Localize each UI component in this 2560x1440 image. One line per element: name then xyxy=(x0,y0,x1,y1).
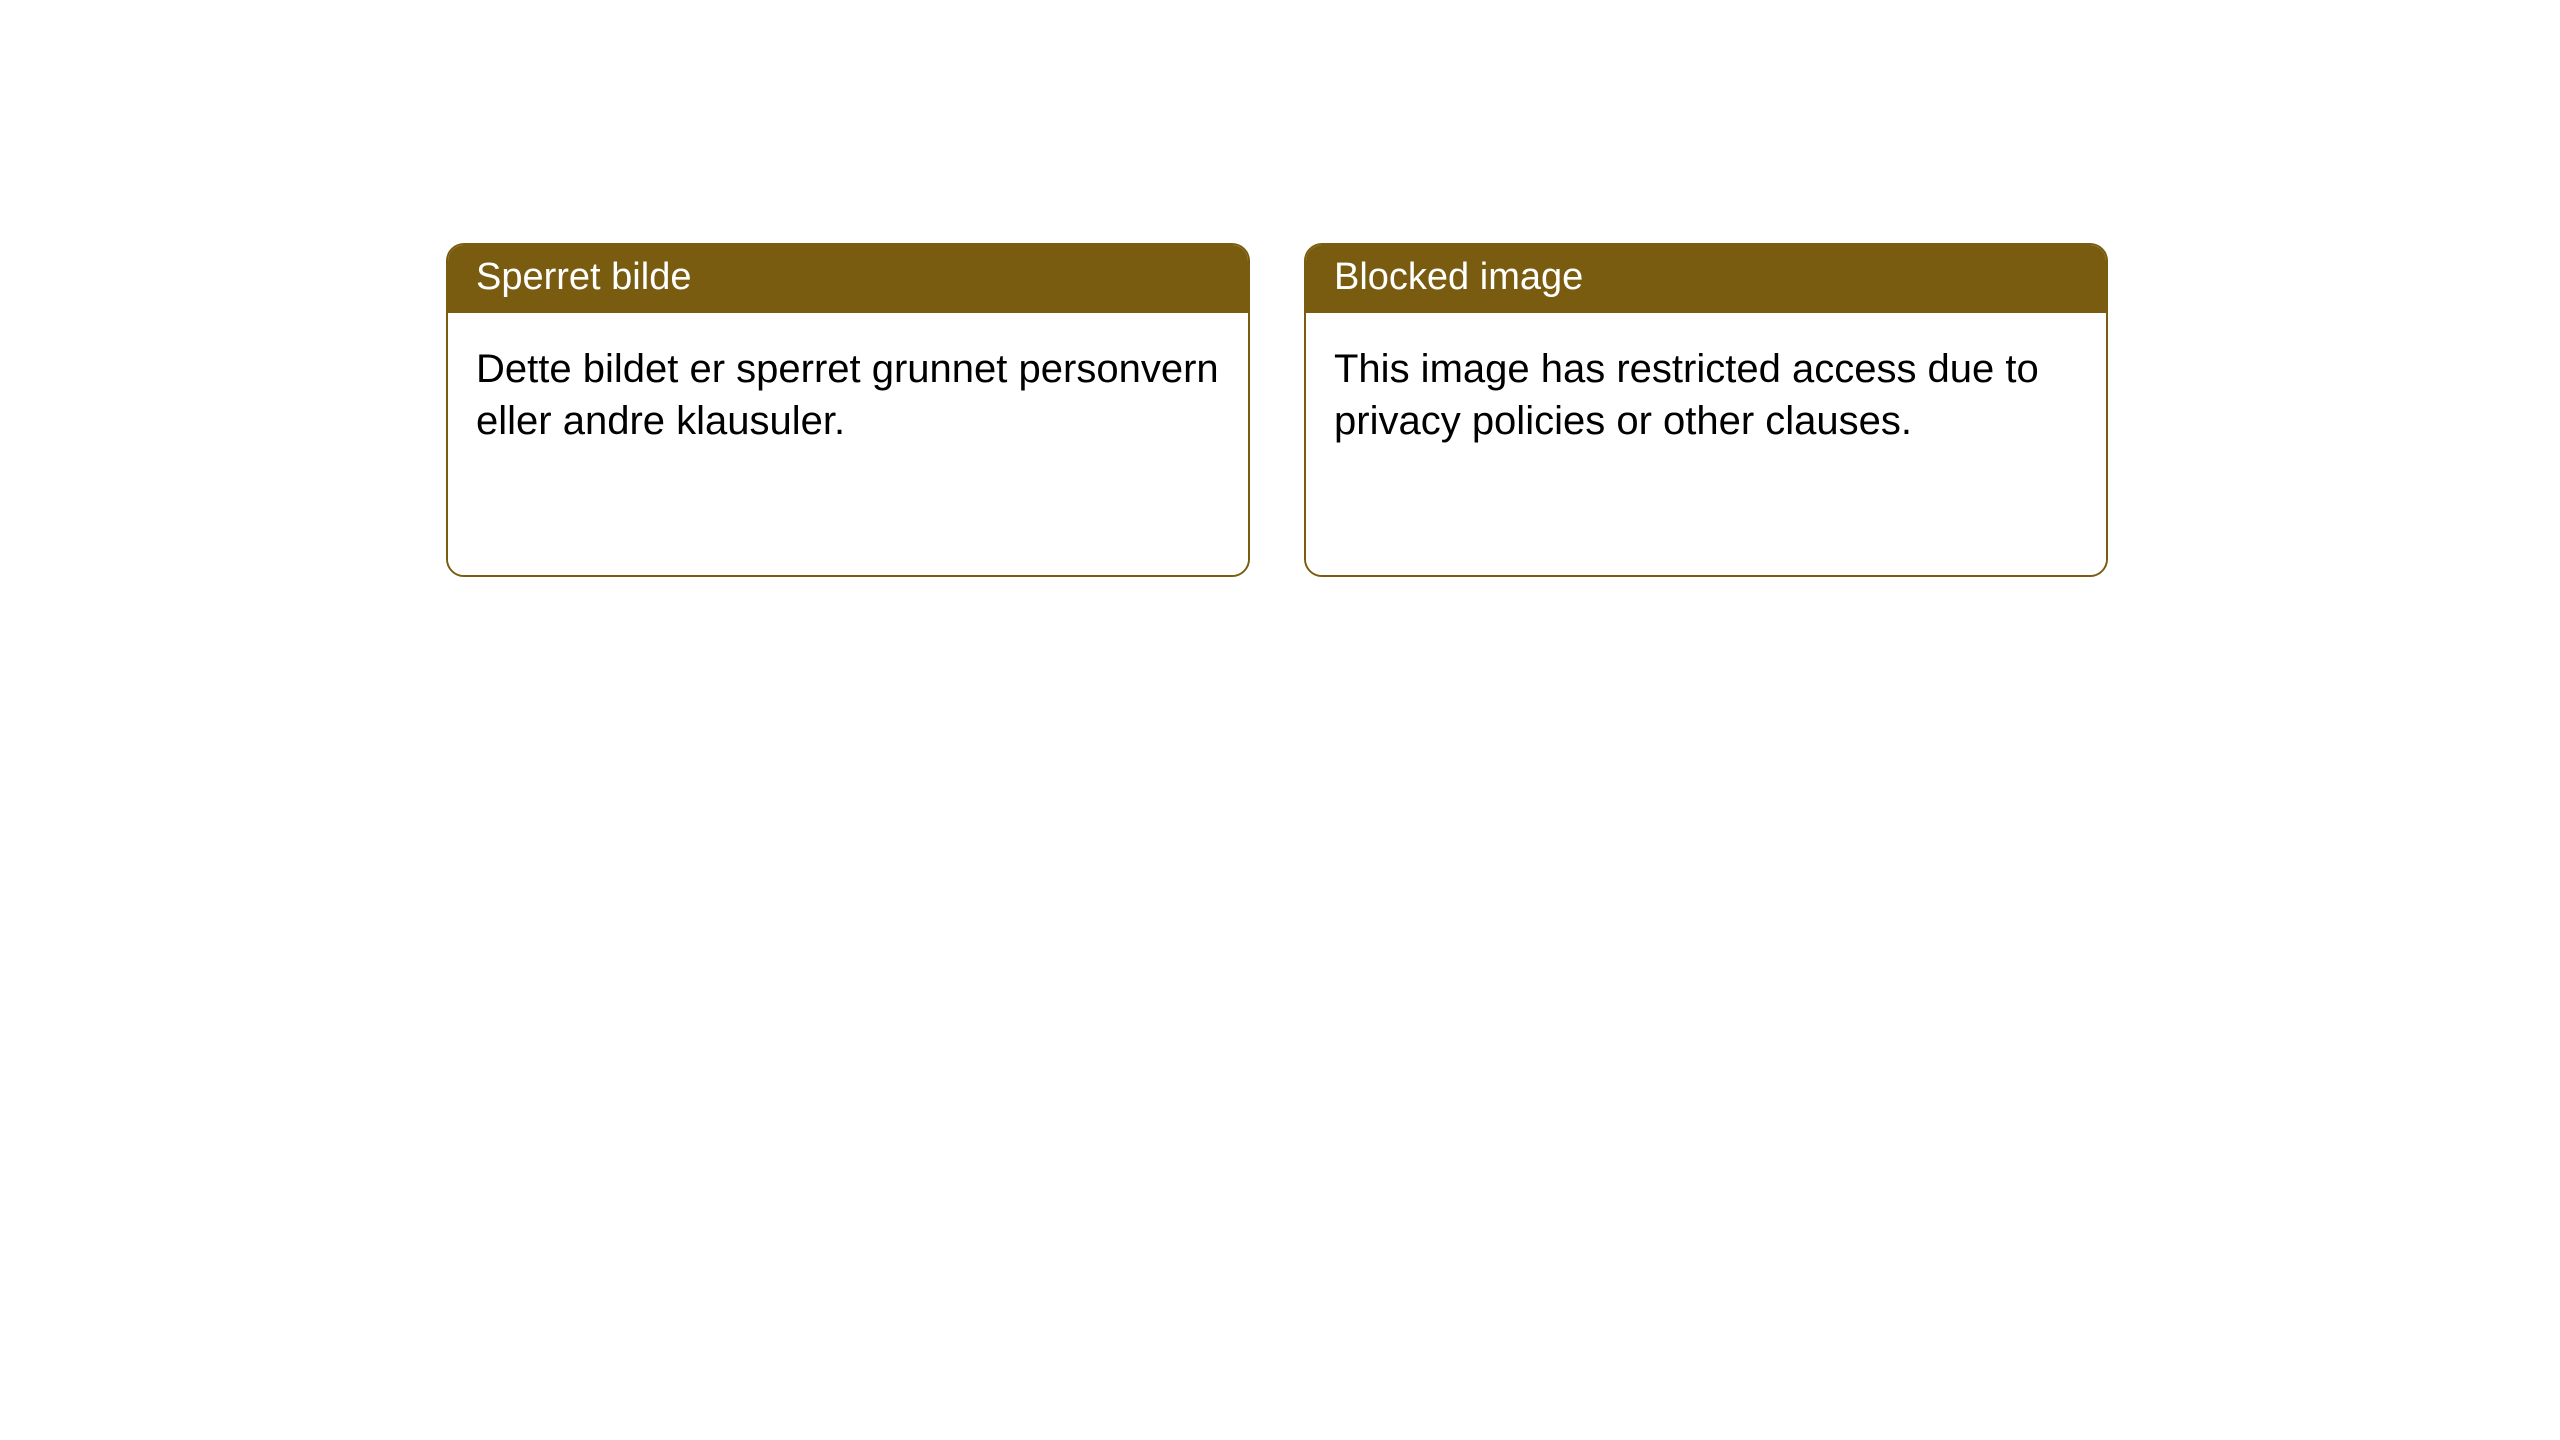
notice-title-norwegian: Sperret bilde xyxy=(448,245,1248,313)
notice-body-norwegian: Dette bildet er sperret grunnet personve… xyxy=(448,313,1248,575)
notice-title-english: Blocked image xyxy=(1306,245,2106,313)
notice-body-english: This image has restricted access due to … xyxy=(1306,313,2106,575)
notice-card-norwegian: Sperret bilde Dette bildet er sperret gr… xyxy=(446,243,1250,577)
notice-card-english: Blocked image This image has restricted … xyxy=(1304,243,2108,577)
notice-container: Sperret bilde Dette bildet er sperret gr… xyxy=(0,0,2560,577)
